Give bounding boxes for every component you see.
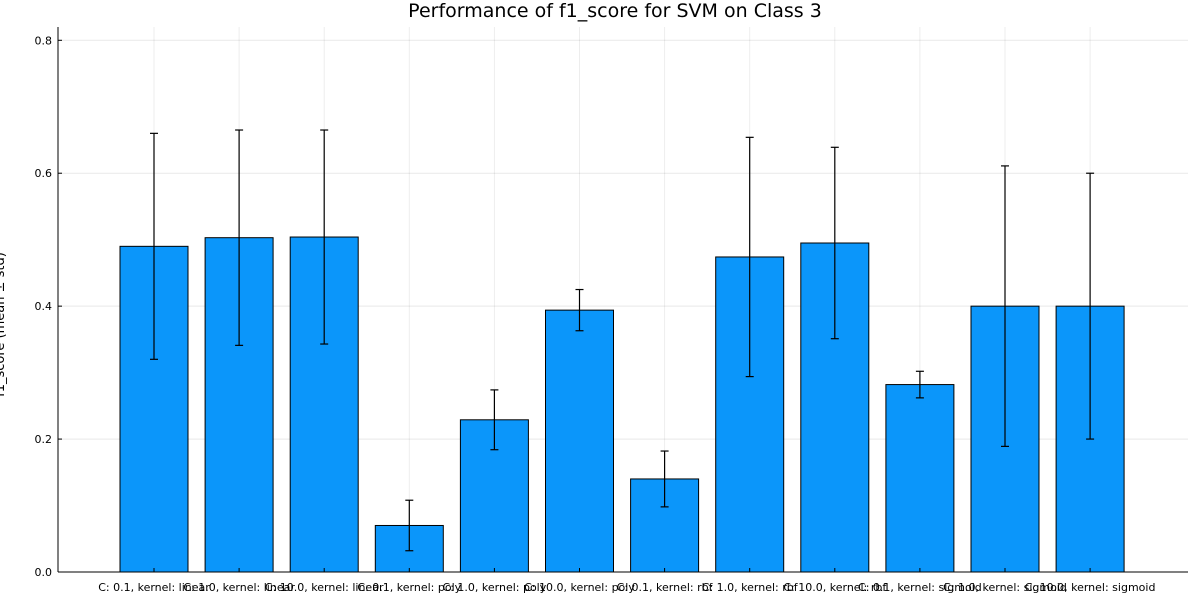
bars <box>119 236 1125 573</box>
error-bar <box>660 450 669 508</box>
axes-frame <box>57 27 1188 573</box>
x-tick-label: C: 0.1, kernel: rbf <box>617 581 714 594</box>
error-bar <box>490 389 499 451</box>
error-bar <box>320 129 329 345</box>
error-bar <box>575 288 584 332</box>
x-tick-label: C: 10.0, kernel: linear <box>265 581 384 594</box>
error-bar <box>830 146 839 340</box>
x-tick-label: C: 0.1, kernel: sigmoid <box>858 581 982 594</box>
x-tick-label: C: 10.0, kernel: sigmoid <box>1025 581 1156 594</box>
x-tick-label: C: 1.0, kernel: poly <box>443 581 547 594</box>
error-bar <box>235 129 244 346</box>
error-bar <box>405 499 414 552</box>
error-bar <box>915 370 924 399</box>
error-bars <box>150 129 1095 552</box>
error-bar <box>1086 172 1095 440</box>
y-tick-label: 0.2 <box>35 433 53 446</box>
y-tick-label: 0.4 <box>35 300 53 313</box>
x-tick-label: C: 1.0, kernel: rbf <box>702 581 799 594</box>
error-bar <box>1001 165 1009 447</box>
chart-title: Performance of f1_score for SVM on Class… <box>408 0 822 22</box>
x-tick-label: C: 10.0, kernel: rbf <box>783 581 887 594</box>
y-tick-labels: 0.0 0.2 0.4 0.6 0.8 <box>35 34 62 579</box>
y-tick-label: 0.8 <box>35 34 53 47</box>
error-bar <box>745 136 754 378</box>
bar <box>885 384 955 573</box>
y-tick-label: 0.0 <box>35 566 53 579</box>
bar <box>545 309 614 573</box>
x-tick-label: C: 0.1, kernel: linear <box>98 581 210 594</box>
y-axis-label: f1_score (mean ± std) <box>0 252 8 397</box>
x-tick-label: C: 10.0, kernel: poly <box>524 581 635 594</box>
error-bar <box>150 132 158 360</box>
x-tick-label: C: 0.1, kernel: poly <box>357 581 461 594</box>
x-tick-label: C: 1.0, kernel: linear <box>183 581 295 594</box>
y-tick-label: 0.6 <box>35 167 53 180</box>
x-tick-label: C: 1.0, kernel: sigmoid <box>943 581 1067 594</box>
